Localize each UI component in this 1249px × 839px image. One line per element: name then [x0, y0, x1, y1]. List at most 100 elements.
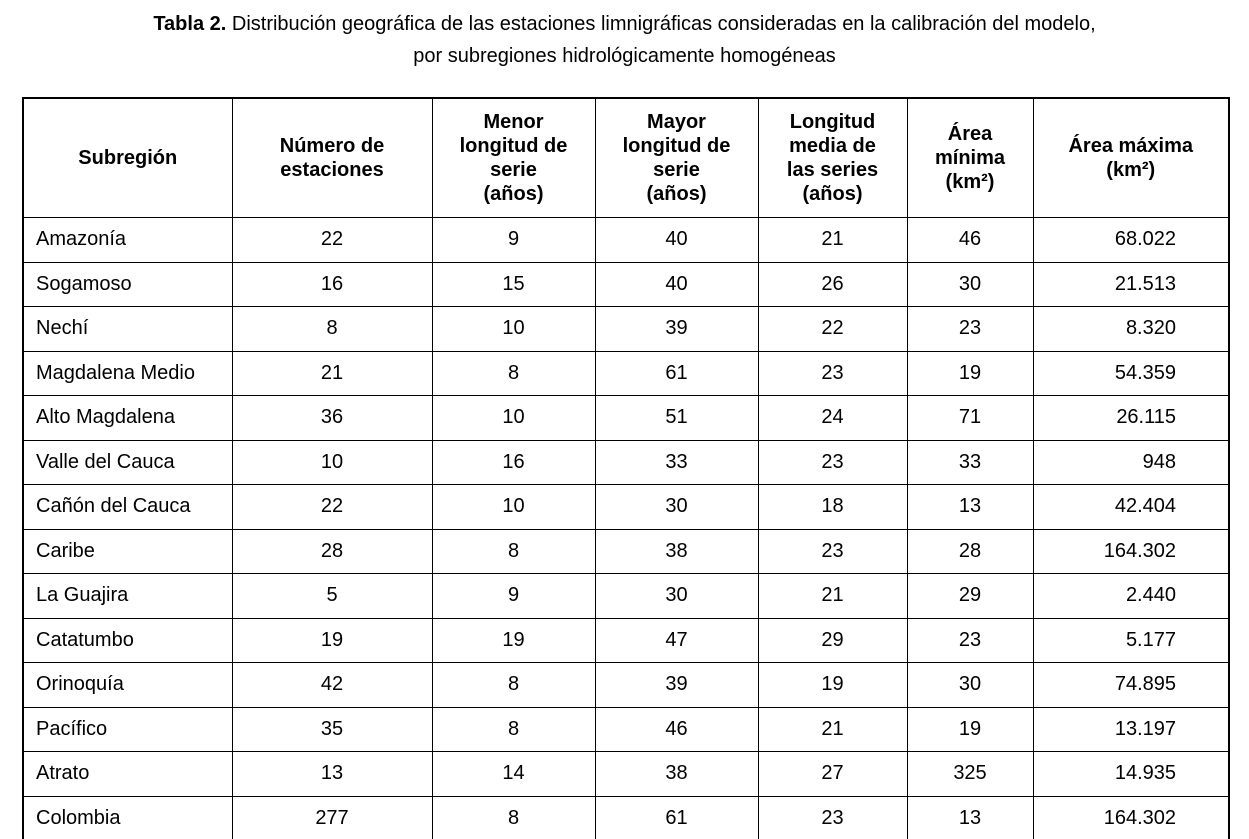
- cell-value: 39: [594, 662, 759, 708]
- table-body: Amazonía 22 9 40 21 46 68.022 Sogamoso 16 15 40 26 3…: [22, 217, 1230, 839]
- table-header: Subregión Número de estaciones Menor lon…: [22, 97, 1230, 218]
- cell-subregion: Amazonía: [22, 217, 233, 263]
- cell-value: 19: [431, 617, 596, 663]
- cell-value: 30: [906, 662, 1034, 708]
- cell-subregion: Valle del Cauca: [22, 439, 233, 485]
- cell-value: 61: [594, 350, 759, 396]
- table-row: Orinoquía 42 8 39 19 30 74.895: [22, 662, 1230, 708]
- stations-table: Subregión Número de estaciones Menor lon…: [22, 97, 1230, 839]
- cell-value: 16: [431, 439, 596, 485]
- cell-value: 29: [757, 617, 908, 663]
- cell-subregion: Alto Magdalena: [22, 395, 233, 441]
- cell-value: 21: [757, 706, 908, 752]
- table-row: Sogamoso 16 15 40 26 30 21.513: [22, 261, 1230, 307]
- cell-value: 5.177: [1032, 617, 1230, 663]
- cell-value: 74.895: [1032, 662, 1230, 708]
- cell-value: 38: [594, 751, 759, 797]
- cell-value: 164.302: [1032, 795, 1230, 839]
- caption-line-2: por subregiones hidrológicamente homogén…: [413, 45, 836, 67]
- cell-value: 40: [594, 217, 759, 263]
- cell-subregion: Sogamoso: [22, 261, 233, 307]
- cell-value: 13: [906, 795, 1034, 839]
- cell-value: 19: [906, 706, 1034, 752]
- cell-value: 9: [431, 217, 596, 263]
- cell-value: 325: [906, 751, 1034, 797]
- cell-value: 54.359: [1032, 350, 1230, 396]
- header-cell-subregion: Subregión: [22, 97, 233, 218]
- cell-value: 23: [906, 306, 1034, 352]
- caption-text: Distribución geográfica de las estacione…: [231, 13, 1096, 35]
- cell-value: 46: [594, 706, 759, 752]
- cell-subregion: Orinoquía: [22, 662, 233, 708]
- cell-value: 33: [906, 439, 1034, 485]
- cell-value: 26: [757, 261, 908, 307]
- cell-value: 5: [231, 573, 433, 619]
- cell-value: 21: [757, 573, 908, 619]
- cell-value: 23: [757, 439, 908, 485]
- cell-value: 38: [594, 528, 759, 574]
- cell-value: 47: [594, 617, 759, 663]
- table-row: Pacífico 35 8 46 21 19 13.197: [22, 706, 1230, 752]
- table-row: Colombia 277 8 61 23 13 164.302: [22, 795, 1230, 839]
- cell-value: 19: [231, 617, 433, 663]
- table-row: Amazonía 22 9 40 21 46 68.022: [22, 217, 1230, 263]
- cell-subregion: Colombia: [22, 795, 233, 839]
- cell-value: 22: [231, 484, 433, 530]
- cell-subregion: Caribe: [22, 528, 233, 574]
- cell-subregion: Catatumbo: [22, 617, 233, 663]
- cell-value: 9: [431, 573, 596, 619]
- cell-value: 24: [757, 395, 908, 441]
- cell-value: 22: [231, 217, 433, 263]
- header-cell-longitud-media: Longitud media de las series (años): [757, 97, 908, 218]
- cell-value: 36: [231, 395, 433, 441]
- cell-value: 8: [431, 706, 596, 752]
- cell-value: 22: [757, 306, 908, 352]
- cell-value: 30: [906, 261, 1034, 307]
- cell-value: 21: [757, 217, 908, 263]
- cell-value: 23: [757, 528, 908, 574]
- cell-value: 15: [431, 261, 596, 307]
- cell-value: 33: [594, 439, 759, 485]
- table-row: Nechí 8 10 39 22 23 8.320: [22, 306, 1230, 352]
- cell-value: 8: [431, 795, 596, 839]
- cell-value: 27: [757, 751, 908, 797]
- cell-value: 29: [906, 573, 1034, 619]
- cell-value: 30: [594, 573, 759, 619]
- header-cell-mayor-longitud: Mayor longitud de serie (años): [594, 97, 759, 218]
- cell-value: 28: [231, 528, 433, 574]
- cell-value: 23: [906, 617, 1034, 663]
- cell-value: 8.320: [1032, 306, 1230, 352]
- cell-value: 28: [906, 528, 1034, 574]
- cell-value: 10: [431, 484, 596, 530]
- cell-value: 51: [594, 395, 759, 441]
- cell-value: 30: [594, 484, 759, 530]
- table-row: La Guajira 5 9 30 21 29 2.440: [22, 573, 1230, 619]
- cell-value: 26.115: [1032, 395, 1230, 441]
- cell-value: 14.935: [1032, 751, 1230, 797]
- table-row: Catatumbo 19 19 47 29 23 5.177: [22, 617, 1230, 663]
- cell-value: 19: [906, 350, 1034, 396]
- cell-value: 19: [757, 662, 908, 708]
- cell-value: 46: [906, 217, 1034, 263]
- header-cell-area-maxima: Área máxima (km²): [1032, 97, 1230, 218]
- cell-value: 13: [906, 484, 1034, 530]
- cell-value: 277: [231, 795, 433, 839]
- cell-value: 2.440: [1032, 573, 1230, 619]
- table-row: Cañón del Cauca 22 10 30 18 13 42.404: [22, 484, 1230, 530]
- table-caption: Tabla 2. Distribución geográfica de las …: [0, 0, 1249, 72]
- cell-value: 10: [431, 395, 596, 441]
- cell-value: 71: [906, 395, 1034, 441]
- cell-subregion: La Guajira: [22, 573, 233, 619]
- cell-value: 13: [231, 751, 433, 797]
- header-row: Subregión Número de estaciones Menor lon…: [22, 97, 1230, 218]
- cell-subregion: Pacífico: [22, 706, 233, 752]
- cell-value: 40: [594, 261, 759, 307]
- cell-value: 21: [231, 350, 433, 396]
- cell-value: 16: [231, 261, 433, 307]
- cell-value: 10: [431, 306, 596, 352]
- cell-value: 8: [431, 350, 596, 396]
- table-row: Atrato 13 14 38 27 325 14.935: [22, 751, 1230, 797]
- cell-value: 18: [757, 484, 908, 530]
- cell-value: 948: [1032, 439, 1230, 485]
